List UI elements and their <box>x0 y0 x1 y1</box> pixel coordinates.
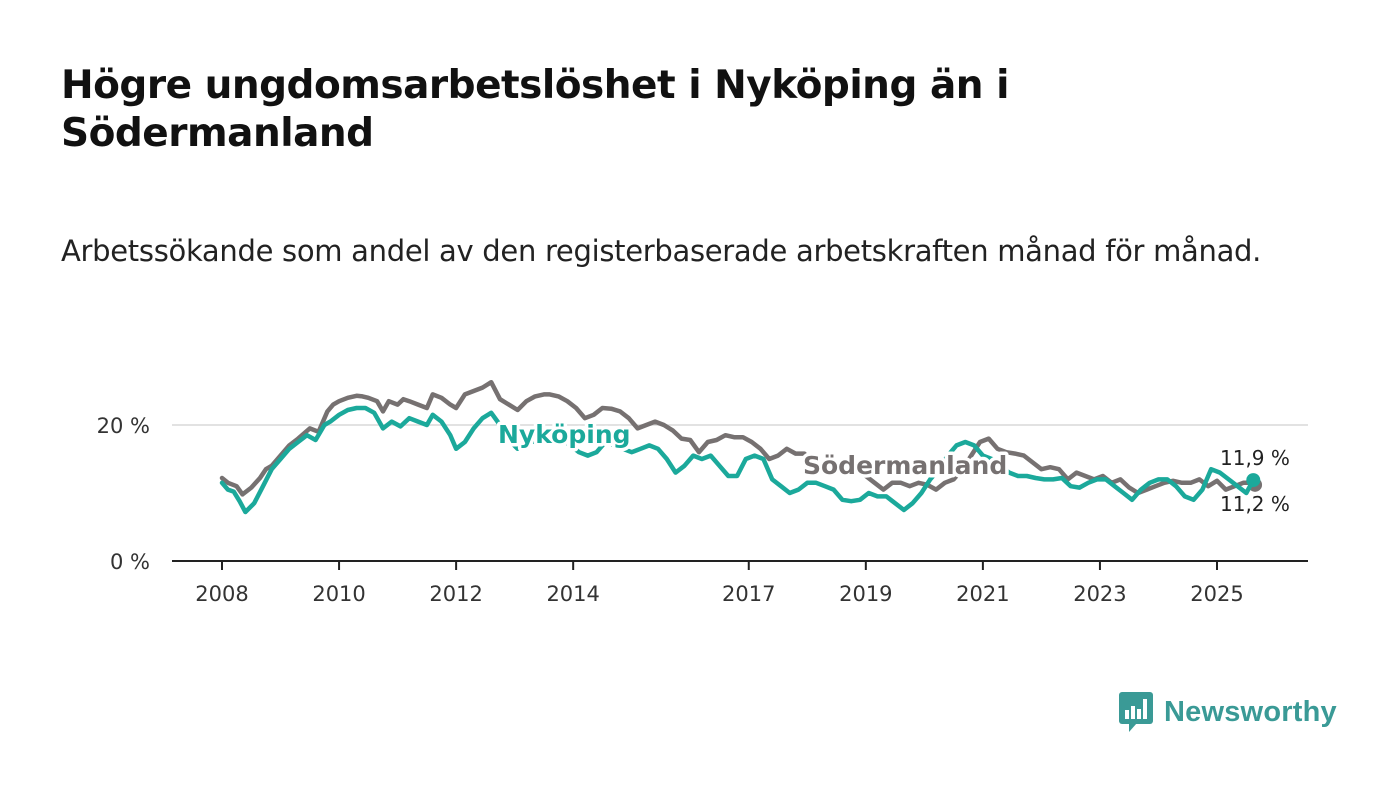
x-tick-label: 2008 <box>195 582 248 606</box>
x-tick-label: 2017 <box>722 582 775 606</box>
end-label-sodermanland: 11,2 % <box>1220 492 1290 516</box>
y-axis: 0 % 20 % <box>97 414 150 574</box>
chart-subtitle: Arbetssökande som andel av den registerb… <box>61 234 1262 268</box>
series-label-nykoping: Nyköping <box>498 420 631 449</box>
newsworthy-logo: Newsworthy <box>1118 690 1337 734</box>
end-point-nykoping <box>1246 473 1261 488</box>
end-label-nykoping: 11,9 % <box>1220 446 1290 470</box>
series-labels: Nyköping Södermanland <box>495 417 1011 484</box>
series-lines <box>219 379 1263 515</box>
x-tick-label: 2021 <box>956 582 1009 606</box>
y-tick-label: 20 % <box>97 414 150 438</box>
x-axis: 2008 2010 2012 2014 2017 2019 2021 2023 2025 <box>172 560 1308 606</box>
x-tick-label: 2023 <box>1073 582 1126 606</box>
x-tick-label: 2010 <box>312 582 365 606</box>
x-tick-label: 2014 <box>546 582 599 606</box>
chart-title: Högre ungdomsarbetslöshet i Nyköping än … <box>61 63 1009 156</box>
newsworthy-logo-icon <box>1119 692 1153 732</box>
brand-name: Newsworthy <box>1164 695 1337 728</box>
series-line-nykoping <box>219 405 1256 515</box>
x-tick-label: 2012 <box>429 582 482 606</box>
x-tick-label: 2019 <box>839 582 892 606</box>
series-line-sodermanland <box>219 379 1258 497</box>
series-label-sodermanland: Södermanland <box>803 451 1007 480</box>
y-tick-label: 0 % <box>110 550 150 574</box>
x-tick-label: 2025 <box>1190 582 1243 606</box>
end-values: 11,9 % 11,2 % <box>1220 446 1290 516</box>
